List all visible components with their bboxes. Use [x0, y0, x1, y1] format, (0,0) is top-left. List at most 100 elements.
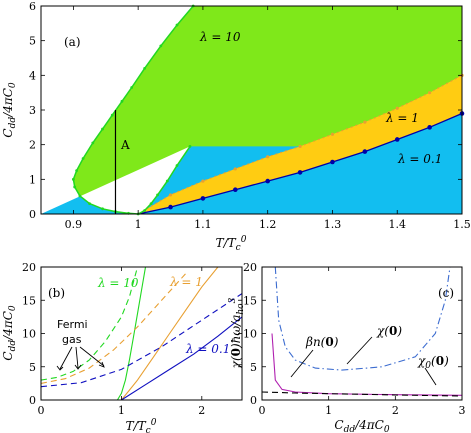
x-tick-label: 1	[325, 404, 332, 417]
marker-lambda-10	[91, 141, 95, 145]
series-solid-λ0.1	[121, 316, 242, 400]
arrow-chi0	[424, 367, 437, 386]
label-lambda-10: λ = 10	[199, 30, 241, 44]
x-tick-label: 3	[459, 404, 466, 417]
marker-lambda-0.1	[427, 125, 432, 130]
markers-lambda-1	[168, 73, 464, 197]
panel-c-ticks: 0 1 2 3 0 5 10 15 20	[243, 261, 466, 417]
marker-lambda-10	[165, 179, 169, 183]
x-tick-label: 1.5	[453, 218, 471, 231]
marker-lambda-10	[71, 177, 75, 181]
label-beta-n: βn(0)	[305, 335, 339, 349]
arrow-beta-n	[290, 349, 314, 378]
series-dashed-λ0.1	[41, 293, 242, 388]
x-tick-label: 1.2	[259, 218, 277, 231]
y-tick-label: 15	[243, 294, 257, 307]
marker-lambda-10	[81, 157, 85, 160]
arrow-chi	[346, 336, 373, 365]
marker-lambda-1	[233, 167, 237, 171]
legend-lambda-10: λ = 10	[97, 276, 139, 290]
y-tick-label: 0	[250, 394, 257, 407]
marker-lambda-0.1	[394, 137, 400, 142]
x-tick-label: 2	[392, 404, 399, 417]
panel-b-series	[41, 267, 242, 400]
x-tick-label: 1.1	[194, 218, 212, 231]
panel-a-label: (a)	[64, 35, 81, 49]
marker-lambda-1	[395, 106, 399, 110]
marker-lambda-0.1	[297, 170, 303, 175]
marker-lambda-1	[363, 120, 367, 124]
marker-lambda-10	[188, 145, 192, 148]
x-tick-label: 2	[198, 404, 205, 417]
label-lambda-1: λ = 1	[385, 111, 419, 125]
marker-lambda-0.1	[362, 149, 368, 154]
region-normal-phase	[41, 6, 194, 214]
marker-lambda-0.1	[330, 159, 335, 165]
y-tick-label: 10	[22, 328, 36, 341]
y-tick-label: 10	[243, 328, 257, 341]
y-tick-label: 20	[22, 261, 36, 274]
x-tick-label: 1	[118, 404, 125, 417]
series-solid-λ10	[116, 267, 147, 400]
panel-b-ylabel: Cdd/4πC0	[1, 305, 18, 360]
legend-lambda-0.1: λ = 0.1	[185, 342, 230, 356]
panel-c: (c) χ(0) βn(0) χ0(0) 0 1 2 3 0 5 10 15 20 Cdd/4π…	[228, 261, 466, 433]
x-tick-label: 0	[259, 404, 266, 417]
marker-lambda-10	[101, 127, 104, 131]
panel-a-ticks: 0.9 1 1.1 1.2 1.3 1.4 1.5 0 1 2 3 4 5 6	[29, 0, 471, 231]
marker-lambda-10	[156, 193, 159, 197]
panel-c-xlabel: Cdd/4πC0	[334, 418, 389, 433]
marker-lambda-0.1	[200, 196, 206, 201]
marker-lambda-10	[78, 194, 82, 198]
markers-lambda-10	[71, 4, 195, 216]
x-tick-label: 1	[135, 218, 142, 231]
fermi-arrowhead-2	[74, 364, 82, 370]
markers-lambda-0.1	[168, 111, 465, 210]
y-tick-label: 1	[29, 173, 36, 186]
marker-lambda-10	[130, 86, 134, 89]
series-dashdot	[274, 267, 451, 371]
panel-b-xlabel: T/Tc0	[126, 418, 157, 433]
panel-c-ylabel: χ(0)ħω/aho3	[228, 297, 246, 369]
label-chi: χ(0)	[376, 324, 402, 338]
panel-c-series	[262, 267, 462, 397]
marker-lambda-0.1	[168, 204, 173, 210]
marker-lambda-10	[149, 202, 153, 206]
marker-lambda-10	[88, 202, 91, 206]
fermi-arrow-1	[59, 346, 73, 370]
y-tick-label: 3	[29, 104, 36, 117]
y-tick-label: 4	[29, 69, 36, 82]
y-tick-label: 15	[22, 294, 36, 307]
fermi-arrowhead-3	[98, 361, 105, 368]
y-tick-label: 0	[29, 394, 36, 407]
panel-c-frame	[261, 266, 463, 401]
panel-b-label: (b)	[48, 286, 65, 300]
marker-lambda-0.1	[265, 178, 270, 184]
y-tick-label: 0	[29, 208, 36, 221]
series-dashed-λ1	[41, 273, 187, 384]
y-tick-label: 5	[29, 35, 36, 48]
x-tick-label: 0	[38, 404, 45, 417]
series-solid-λ1	[120, 267, 219, 400]
annotation-a: A	[120, 138, 130, 152]
panel-a-xlabel: T/Tc0	[216, 235, 247, 253]
x-tick-label: 0.9	[65, 218, 83, 231]
panel-b: (b) λ = 10 λ = 1 λ = 0.1 Fermi gas 0 1 205…	[1, 261, 243, 433]
fermi-gas-annotation: Fermi gas	[56, 318, 105, 371]
marker-lambda-1	[428, 91, 432, 95]
x-tick-label: 1.3	[324, 218, 342, 231]
series-dashed	[262, 391, 462, 397]
marker-lambda-10	[101, 207, 104, 211]
marker-lambda-1	[330, 132, 335, 136]
marker-lambda-1	[168, 193, 173, 197]
x-tick-label: 1.4	[388, 218, 406, 231]
marker-lambda-10	[110, 113, 114, 117]
fermi-gas-label: Fermi gas	[57, 318, 91, 346]
marker-lambda-0.1	[233, 187, 238, 193]
y-tick-label: 2	[29, 139, 36, 152]
y-tick-label: 6	[29, 0, 36, 13]
marker-lambda-1	[266, 155, 270, 159]
panel-a-ylabel: Cdd/4πC0	[1, 82, 18, 137]
